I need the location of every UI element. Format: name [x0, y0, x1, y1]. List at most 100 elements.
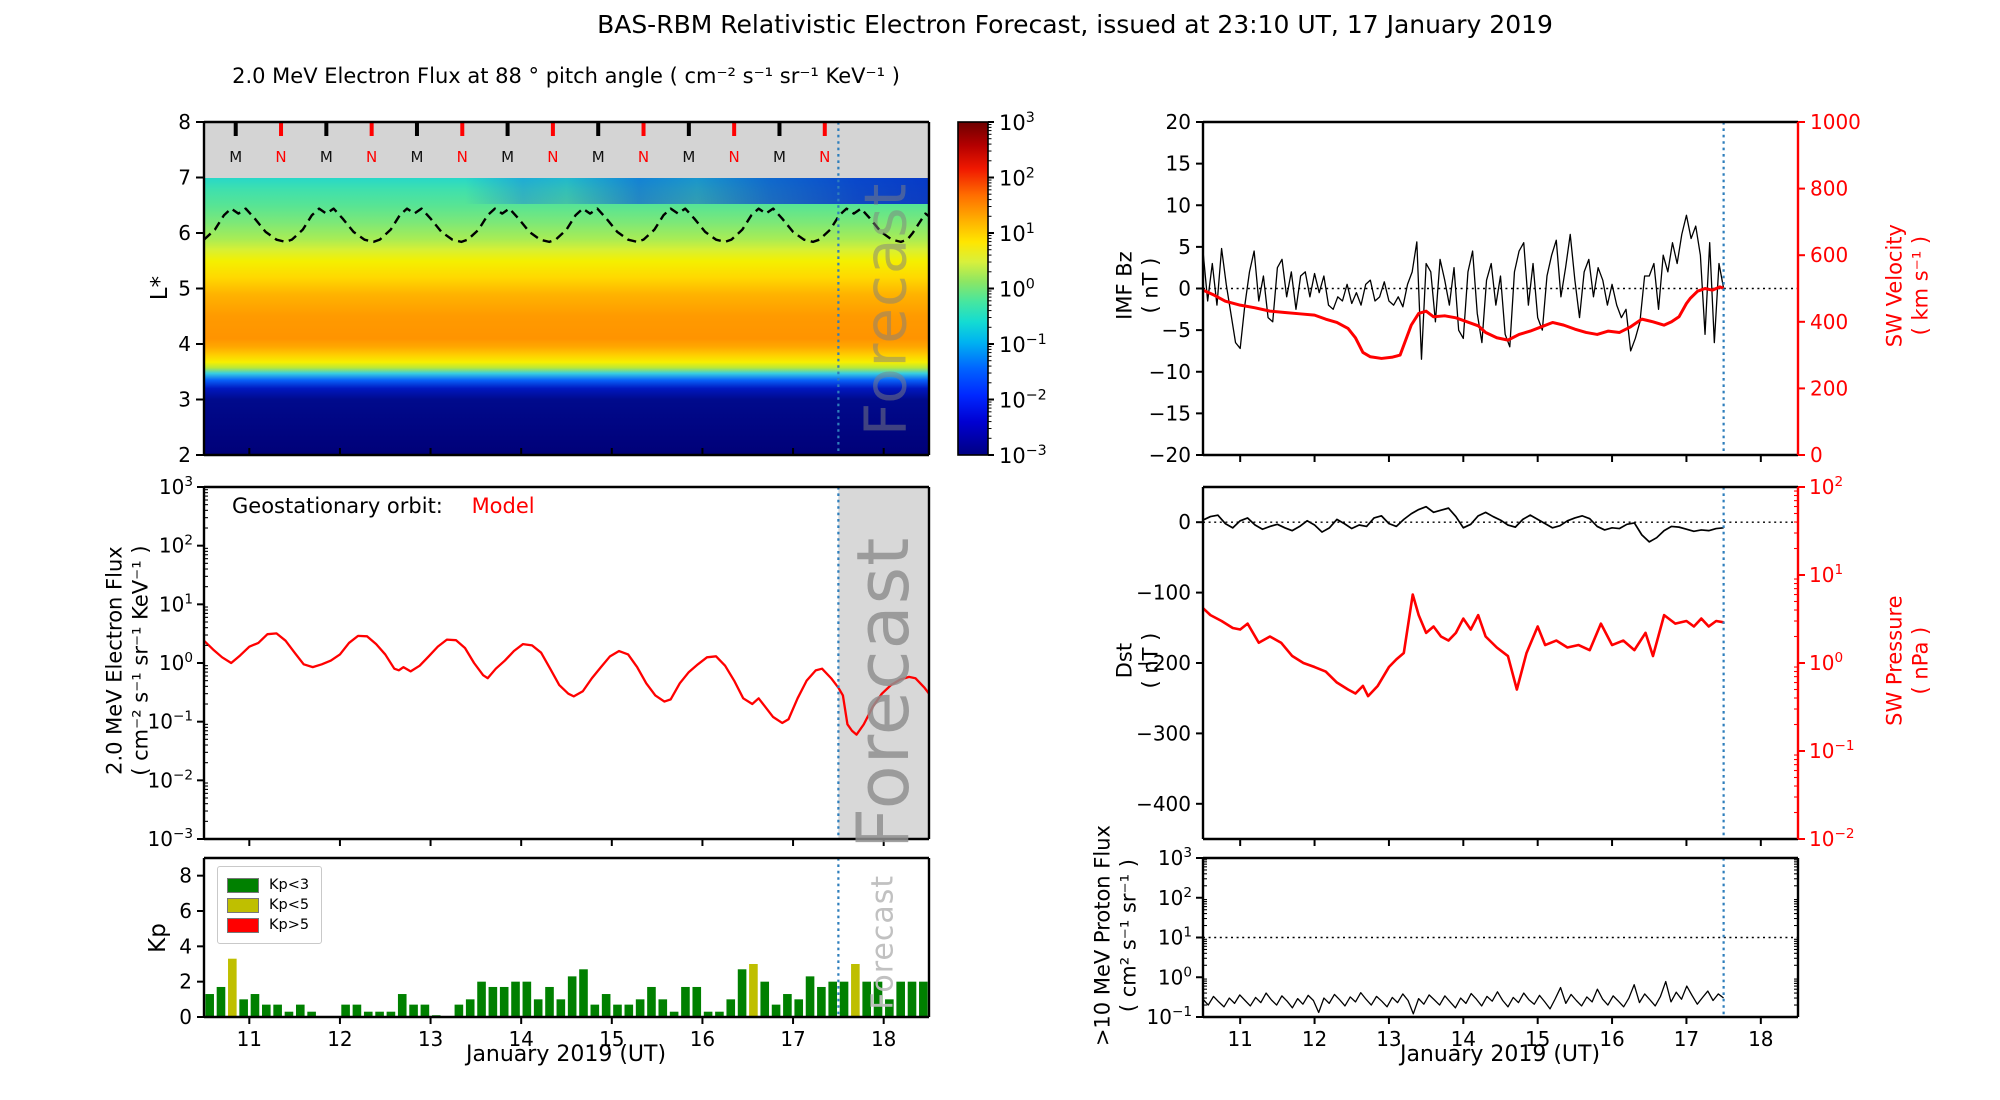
tick-label: 12 [1302, 1027, 1327, 1051]
band-label: M [501, 148, 514, 166]
model-flux-line [204, 632, 929, 736]
tick-label: 0 [1178, 510, 1191, 534]
kp-bar [307, 1011, 316, 1017]
tick-label: 100 [999, 277, 1035, 302]
band-label: N [638, 148, 649, 166]
tick-label: 400 [1810, 310, 1848, 334]
tick-label: 102 [159, 533, 193, 558]
band-label: M [682, 148, 695, 166]
kp-bar [262, 1004, 271, 1017]
tick-label: −5 [1162, 318, 1191, 342]
geo-flux-panel: 103 102 101 100 10−1 10−2 10−3 [148, 474, 931, 851]
kp-bar [465, 999, 475, 1017]
tick-label: 16 [1599, 1027, 1624, 1051]
kp-panel: 0 2 4 6 8 11 12 13 14 15 16 17 18 [179, 856, 931, 1051]
kp-bar [239, 999, 248, 1017]
tick-label: 15 [1166, 152, 1191, 176]
kp-legend-item-low: Kp<3 [227, 877, 309, 893]
tick-label: 14 [1451, 1027, 1476, 1051]
kp-bar [681, 986, 690, 1017]
kp-bar [601, 994, 611, 1017]
tick-label: 7 [178, 166, 191, 190]
kp-bar [647, 986, 656, 1017]
dst-line [1203, 505, 1724, 543]
colorbar-axis: 103 102 101 100 10−1 10−2 10−3 [957, 110, 1047, 468]
tick-label: 10 [1166, 193, 1191, 217]
band-label: M [229, 148, 242, 166]
kp-bar [409, 1004, 418, 1017]
tick-label: 10−1 [1809, 738, 1855, 763]
kp-bar [658, 999, 668, 1017]
tick-label: 1000 [1810, 110, 1861, 134]
tick-label: 100 [159, 650, 193, 675]
kp-bar [669, 1011, 679, 1017]
colorbar [958, 122, 988, 455]
kp-bar [749, 964, 758, 1017]
tick-label: 103 [159, 474, 193, 499]
tick-label: 4 [179, 934, 192, 958]
kp-bar [522, 981, 532, 1017]
geo-flux-ylabel-line1: 2.0 MeV Electron Flux [102, 546, 127, 775]
kp-bar [295, 1004, 305, 1017]
tick-label: 103 [1158, 845, 1192, 870]
kp-bar [386, 1011, 396, 1017]
tick-label: 18 [871, 1027, 896, 1051]
tick-label: 101 [1809, 562, 1843, 587]
kp-bar [545, 986, 554, 1017]
tick-label: −100 [1136, 581, 1191, 605]
heatmap-axes: M N M N M N M N M N M N M N 8 7 6 5 4 3 2 [178, 110, 931, 467]
tick-label: 101 [1158, 925, 1192, 950]
kp-bar [363, 1011, 373, 1017]
kp-bar [624, 1004, 634, 1017]
tick-label: 8 [179, 864, 192, 888]
tick-label: 10−2 [999, 388, 1047, 413]
kp-bar [613, 1004, 622, 1017]
figure-title: BAS-RBM Relativistic Electron Forecast, … [597, 10, 1553, 39]
kp-bar [703, 1011, 713, 1017]
proton-ylabel-line1: >10 MeV Proton Flux [1090, 825, 1115, 1047]
heatmap-panel [204, 122, 929, 455]
tick-label: 10−1 [1147, 1004, 1193, 1029]
sw-velocity-line [1203, 285, 1725, 360]
left-xaxis-label: January 2019 (UT) [465, 1042, 667, 1067]
kp-bar [228, 958, 237, 1017]
proton-flux-line [1203, 980, 1724, 1015]
tick-label: 4 [178, 332, 191, 356]
proton-ylabel: >10 MeV Proton Flux ( cm² s⁻¹ sr⁻¹ ) [1090, 636, 1141, 1100]
sw-pressure-ylabel: SW Pressure ( nPa ) [1882, 361, 1933, 961]
kp-bar [907, 981, 917, 1017]
kp-legend-label-mid: Kp<5 [269, 897, 310, 913]
kp-bar [896, 981, 905, 1017]
tick-label: 10−1 [148, 709, 194, 734]
band-label: N [547, 148, 558, 166]
geo-flux-legend-model: Model [471, 494, 535, 518]
kp-bar [737, 969, 747, 1017]
geo-flux-legend-prefix: Geostationary orbit: [232, 494, 443, 518]
kp-bar [817, 986, 826, 1017]
tick-label: 102 [1809, 474, 1843, 499]
tick-label: 0 [1810, 443, 1823, 467]
tick-label: 2 [178, 443, 191, 467]
kp-bar [488, 986, 498, 1017]
tick-label: 10−2 [1809, 826, 1855, 851]
kp-bar [885, 999, 894, 1017]
tick-label: −400 [1136, 792, 1191, 816]
kp-bar [760, 981, 770, 1017]
geo-flux-legend: Geostationary orbit: Model [232, 494, 535, 518]
heatmap-top-blue-overlay [204, 177, 929, 204]
kp-bar [805, 976, 815, 1017]
tick-label: −20 [1149, 443, 1191, 467]
kp-bar [454, 1004, 464, 1017]
band-label: N [729, 148, 740, 166]
lstar-dashed-line [204, 207, 929, 244]
tick-label: 18 [1748, 1027, 1773, 1051]
kp-forecast-watermark: Forecast [865, 874, 901, 1010]
kp-bar [794, 999, 804, 1017]
tick-label: 10−3 [999, 443, 1047, 468]
proton-ylabel-line2: ( cm² s⁻¹ sr⁻¹ ) [1116, 859, 1140, 1013]
tick-label: 13 [1376, 1027, 1401, 1051]
band-label: M [592, 148, 605, 166]
imf-sw-panel: 20 15 10 5 0 −5 −10 −15 −20 1000 800 600 400 200 0 [1149, 110, 1861, 467]
kp-bar [420, 1004, 430, 1017]
